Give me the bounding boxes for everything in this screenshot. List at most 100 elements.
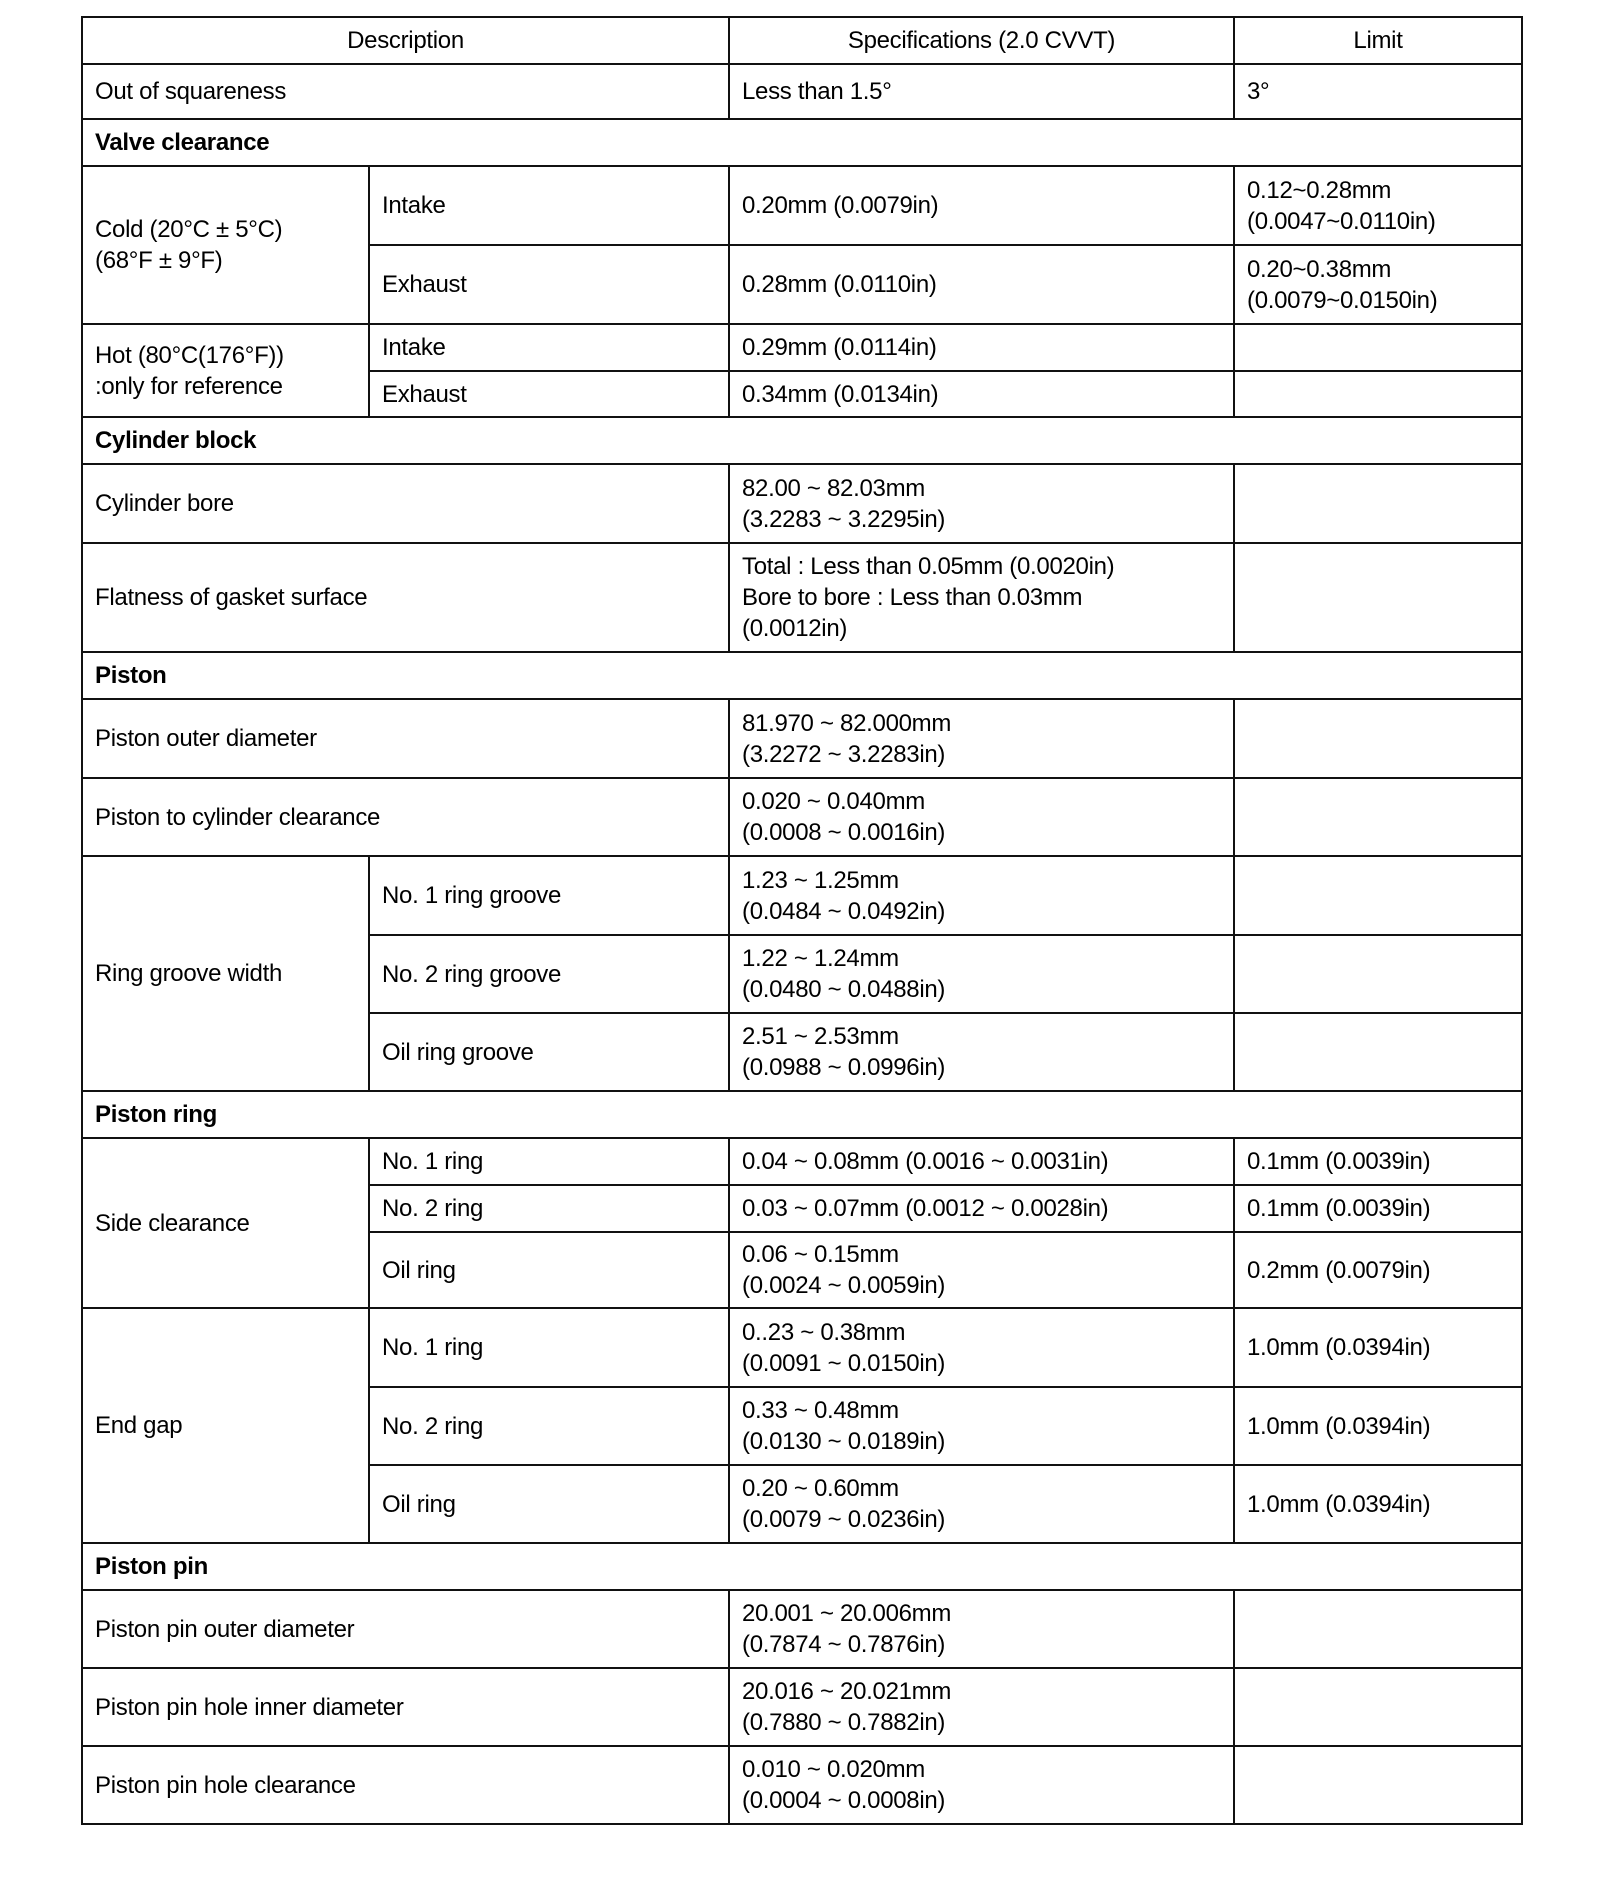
table-cell: 2.51 ~ 2.53mm (0.0988 ~ 0.0996in) <box>728 1012 1235 1092</box>
table-cell: No. 2 ring <box>368 1184 730 1233</box>
table-cell: 0.06 ~ 0.15mm (0.0024 ~ 0.0059in) <box>728 1231 1235 1309</box>
table-cell <box>1233 777 1523 857</box>
table-cell: Total : Less than 0.05mm (0.0020in) Bore… <box>728 542 1235 653</box>
table-cell: Side clearance <box>81 1137 370 1309</box>
table-cell: 0.29mm (0.0114in) <box>728 323 1235 372</box>
table-row: Oil ring 0.06 ~ 0.15mm (0.0024 ~ 0.0059in… <box>82 1231 1523 1309</box>
header-row: Description Specifications (2.0 CVVT) Li… <box>81 16 1523 65</box>
section-heading: Valve clearance <box>81 118 1523 167</box>
table-cell: End gap <box>81 1307 370 1544</box>
section-heading: Cylinder block <box>81 416 1523 465</box>
table-row: Exhaust 0.34mm (0.0134in) <box>82 370 1523 418</box>
table-row: Cold (20°C ± 5°C) (68°F ± 9°F) Intake 0.20… <box>81 165 1523 325</box>
table-row: No. 2 ring 0.33 ~ 0.48mm (0.0130 ~ 0.0189… <box>82 1386 1523 1466</box>
table-row: Out of squareness Less than 1.5° 3° <box>81 63 1523 120</box>
table-cell: 0.28mm (0.0110in) <box>728 244 1235 325</box>
table-cell: No. 1 ring <box>368 1137 730 1186</box>
table-cell: 1.23 ~ 1.25mm (0.0484 ~ 0.0492in) <box>728 855 1235 936</box>
table-cell: 1.0mm (0.0394in) <box>1233 1307 1523 1388</box>
section-row: Piston pin <box>81 1542 1523 1591</box>
table-cell: 3° <box>1233 63 1523 120</box>
table-cell: Piston pin hole clearance <box>81 1745 730 1825</box>
table-cell <box>1233 542 1523 653</box>
table-cell: 82.00 ~ 82.03mm (3.2283 ~ 3.2295in) <box>728 463 1235 544</box>
table-cell: 1.0mm (0.0394in) <box>1233 1386 1523 1466</box>
table-row: Piston pin hole inner diameter 20.016 ~ 2… <box>81 1667 1523 1747</box>
table-cell: 0.1mm (0.0039in) <box>1233 1137 1523 1186</box>
table-cell: 0.020 ~ 0.040mm (0.0008 ~ 0.0016in) <box>728 777 1235 857</box>
table-cell: Oil ring <box>368 1231 730 1309</box>
table-cell: 1.22 ~ 1.24mm (0.0480 ~ 0.0488in) <box>728 934 1235 1014</box>
table-row: Cylinder bore 82.00 ~ 82.03mm (3.2283 ~ 3… <box>81 463 1523 544</box>
table-cell: Exhaust <box>368 370 730 418</box>
table-cell: No. 1 ring groove <box>368 855 730 936</box>
table-cell <box>1233 323 1523 372</box>
table-row: Ring groove width No. 1 ring groove 1.23 ~… <box>81 855 1523 1092</box>
table-cell: 0.20~0.38mm (0.0079~0.0150in) <box>1233 244 1523 325</box>
header-limit: Limit <box>1233 16 1523 65</box>
table-cell: Oil ring <box>368 1464 730 1544</box>
table-cell: No. 1 ring <box>368 1307 730 1388</box>
spec-table-body: Description Specifications (2.0 CVVT) Li… <box>81 16 1523 1825</box>
section-row: Cylinder block <box>81 416 1523 465</box>
table-cell: Cylinder bore <box>81 463 730 544</box>
table-cell: Piston outer diameter <box>81 698 730 779</box>
section-row: Piston ring <box>81 1090 1523 1139</box>
table-row: No. 2 ring groove 1.22 ~ 1.24mm (0.0480 ~… <box>82 934 1523 1014</box>
table-cell: No. 2 ring <box>368 1386 730 1466</box>
table-cell <box>1233 463 1523 544</box>
table-cell: 0..23 ~ 0.38mm (0.0091 ~ 0.0150in) <box>728 1307 1235 1388</box>
table-cell: Piston to cylinder clearance <box>81 777 730 857</box>
table-cell: Cold (20°C ± 5°C) (68°F ± 9°F) <box>81 165 370 325</box>
section-row: Valve clearance <box>81 118 1523 167</box>
table-cell: Hot (80°C(176°F)) :only for reference <box>81 323 370 418</box>
table-cell: Intake <box>368 165 730 246</box>
table-cell: 0.12~0.28mm (0.0047~0.0110in) <box>1233 165 1523 246</box>
table-cell <box>1233 370 1523 418</box>
spec-table: Description Specifications (2.0 CVVT) Li… <box>81 16 1523 1825</box>
table-cell: 20.001 ~ 20.006mm (0.7874 ~ 0.7876in) <box>728 1589 1235 1669</box>
table-cell: Ring groove width <box>81 855 370 1092</box>
table-cell: Exhaust <box>368 244 730 325</box>
table-cell: Piston pin hole inner diameter <box>81 1667 730 1747</box>
table-cell <box>1233 1745 1523 1825</box>
table-cell: 0.04 ~ 0.08mm (0.0016 ~ 0.0031in) <box>728 1137 1235 1186</box>
section-heading: Piston pin <box>81 1542 1523 1591</box>
table-row: Oil ring groove 2.51 ~ 2.53mm (0.0988 ~ 0… <box>82 1012 1523 1092</box>
header-description: Description <box>81 16 730 65</box>
section-heading: Piston <box>81 651 1523 700</box>
table-cell: 0.20mm (0.0079in) <box>728 165 1235 246</box>
table-row: Hot (80°C(176°F)) :only for reference Int… <box>81 323 1523 418</box>
table-cell: Piston pin outer diameter <box>81 1589 730 1669</box>
table-cell: 0.1mm (0.0039in) <box>1233 1184 1523 1233</box>
table-row: Piston pin hole clearance 0.010 ~ 0.020mm… <box>81 1745 1523 1825</box>
table-cell: 0.03 ~ 0.07mm (0.0012 ~ 0.0028in) <box>728 1184 1235 1233</box>
table-row: No. 2 ring 0.03 ~ 0.07mm (0.0012 ~ 0.0028… <box>82 1184 1523 1233</box>
section-row: Piston <box>81 651 1523 700</box>
table-cell: Intake <box>368 323 730 372</box>
table-row: Piston pin outer diameter 20.001 ~ 20.006… <box>81 1589 1523 1669</box>
table-row: End gap No. 1 ring 0..23 ~ 0.38mm (0.0091 … <box>81 1307 1523 1544</box>
table-cell <box>1233 1012 1523 1092</box>
table-row: Piston to cylinder clearance 0.020 ~ 0.04… <box>81 777 1523 857</box>
table-cell <box>1233 934 1523 1014</box>
table-cell: 0.34mm (0.0134in) <box>728 370 1235 418</box>
table-cell: 81.970 ~ 82.000mm (3.2272 ~ 3.2283in) <box>728 698 1235 779</box>
table-cell <box>1233 1667 1523 1747</box>
table-cell: 20.016 ~ 20.021mm (0.7880 ~ 0.7882in) <box>728 1667 1235 1747</box>
table-cell: 0.2mm (0.0079in) <box>1233 1231 1523 1309</box>
table-cell: Out of squareness <box>81 63 730 120</box>
table-cell: 1.0mm (0.0394in) <box>1233 1464 1523 1544</box>
table-cell: No. 2 ring groove <box>368 934 730 1014</box>
table-row: Oil ring 0.20 ~ 0.60mm (0.0079 ~ 0.0236in… <box>82 1464 1523 1544</box>
table-cell <box>1233 698 1523 779</box>
header-specifications: Specifications (2.0 CVVT) <box>728 16 1235 65</box>
table-cell: Less than 1.5° <box>728 63 1235 120</box>
table-cell: 0.010 ~ 0.020mm (0.0004 ~ 0.0008in) <box>728 1745 1235 1825</box>
table-row: Flatness of gasket surface Total : Less t… <box>81 542 1523 653</box>
table-row: Side clearance No. 1 ring 0.04 ~ 0.08mm (0… <box>81 1137 1523 1309</box>
table-row: Exhaust 0.28mm (0.0110in) 0.20~0.38mm (0.0… <box>82 244 1523 325</box>
table-cell: Flatness of gasket surface <box>81 542 730 653</box>
table-cell <box>1233 855 1523 936</box>
table-cell: 0.20 ~ 0.60mm (0.0079 ~ 0.0236in) <box>728 1464 1235 1544</box>
